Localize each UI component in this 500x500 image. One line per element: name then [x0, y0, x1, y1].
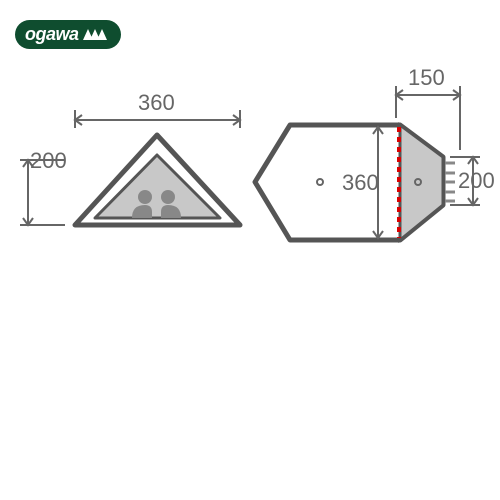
label-360-floor: 360 — [342, 170, 379, 196]
label-150: 150 — [408, 65, 445, 91]
label-200-left: 200 — [30, 148, 67, 174]
label-360-top: 360 — [138, 90, 175, 116]
label-200-right: 200 — [458, 168, 495, 194]
